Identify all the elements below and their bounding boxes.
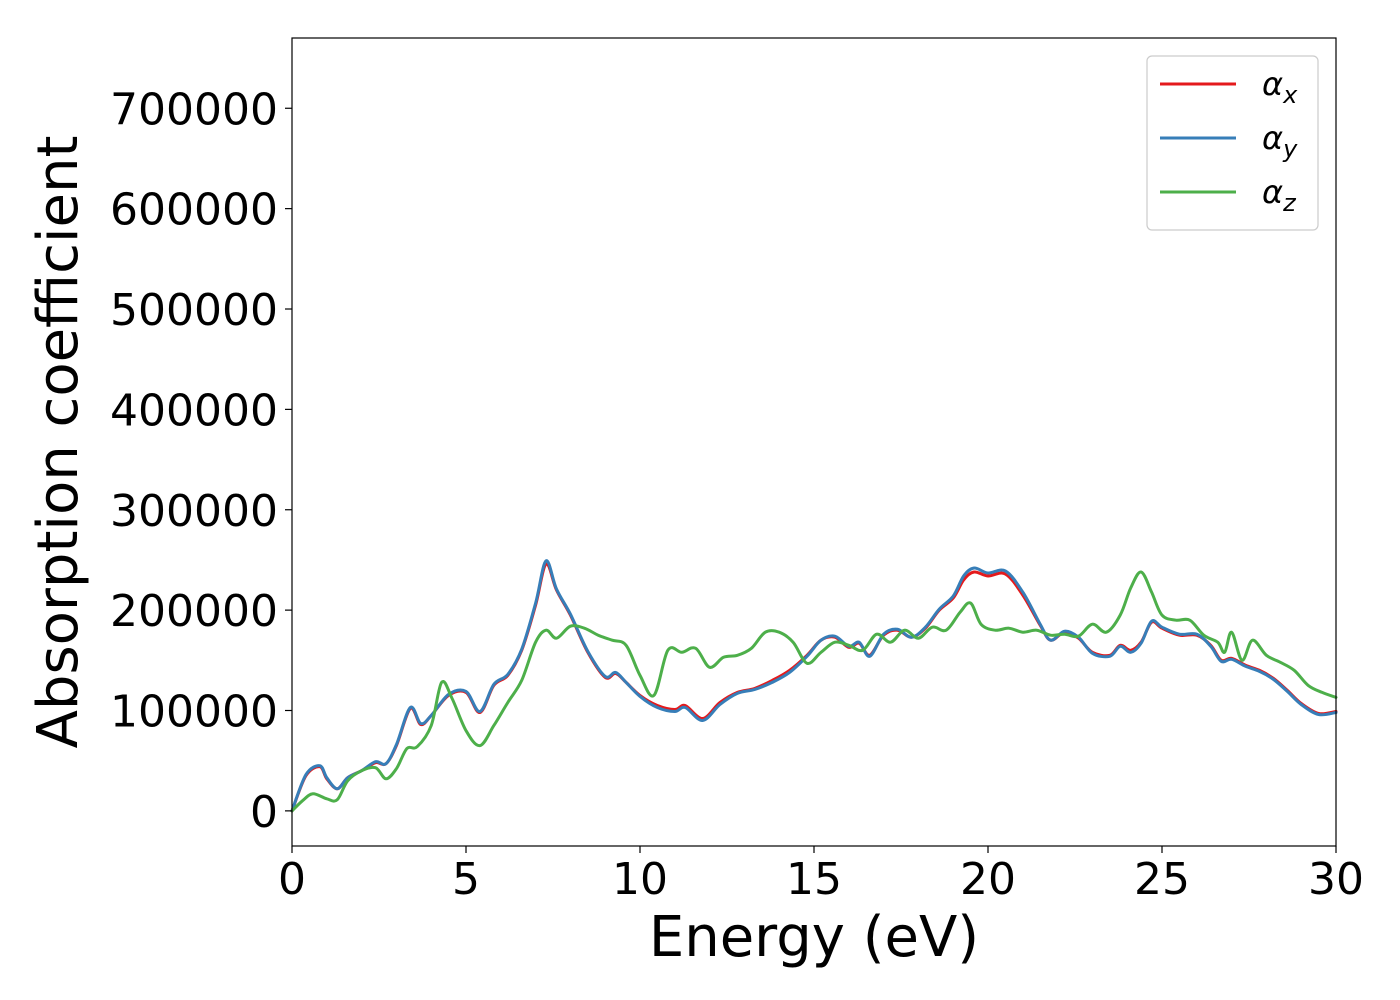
- y-tick-label: 200000: [110, 586, 278, 637]
- x-tick-label: 5: [452, 854, 480, 905]
- y-tick-label: 500000: [110, 285, 278, 336]
- x-tick-label: 0: [278, 854, 306, 905]
- y-tick-label: 300000: [110, 486, 278, 537]
- y-tick-label: 0: [250, 787, 278, 838]
- legend: αx αy αz: [1146, 55, 1319, 231]
- x-tick-label: 20: [960, 854, 1016, 905]
- legend-label-y: αy: [1262, 119, 1298, 163]
- series-layer: [290, 559, 1338, 813]
- x-tick-label: 25: [1134, 854, 1190, 905]
- x-tick-label: 30: [1308, 854, 1364, 905]
- legend-label-x: αx: [1262, 65, 1298, 109]
- x-tick-label: 15: [786, 854, 842, 905]
- y-tick-label: 700000: [110, 84, 278, 135]
- x-axis-label: Energy (eV): [649, 905, 979, 970]
- y-tick-label: 100000: [110, 686, 278, 737]
- legend-box: [1146, 55, 1319, 231]
- x-axis-ticks: 0 5 10 15 20 25 30: [278, 846, 1364, 905]
- y-axis-label: Absorption coefficient: [26, 136, 91, 749]
- y-tick-label: 400000: [110, 385, 278, 436]
- y-axis-ticks: 0 100000 200000 300000 400000 500000 600000 700…: [110, 84, 292, 838]
- x-tick-label: 10: [612, 854, 668, 905]
- legend-label-z: αz: [1262, 173, 1297, 217]
- series-line-y: [290, 559, 1338, 813]
- series-line-z: [290, 570, 1338, 813]
- y-tick-label: 600000: [110, 185, 278, 236]
